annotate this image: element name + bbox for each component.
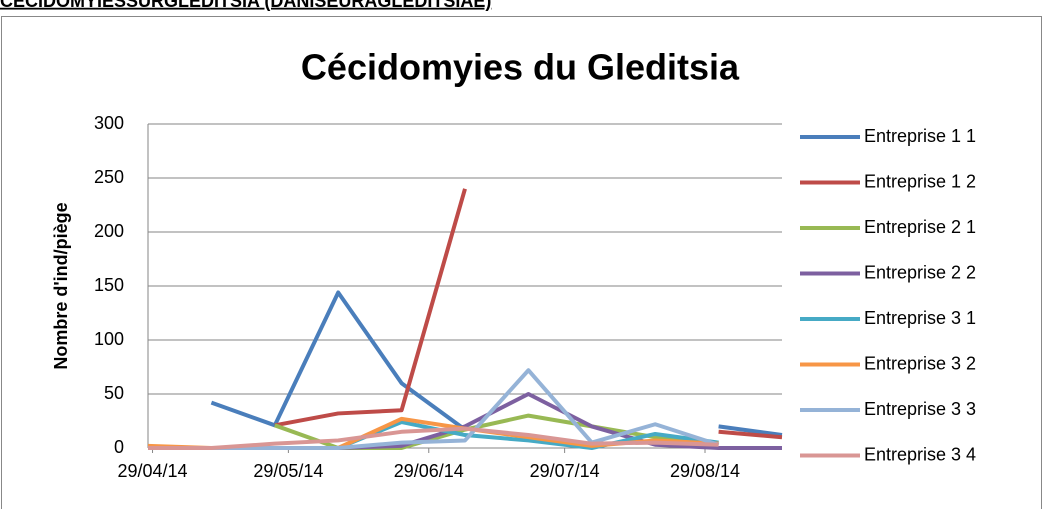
y-tick-label: 200 — [94, 221, 124, 241]
x-tick-label: 29/05/14 — [253, 461, 323, 481]
x-tick-label: 29/08/14 — [670, 461, 740, 481]
legend-label: Entreprise 3 3 — [864, 399, 976, 419]
series-line — [148, 426, 719, 450]
chart-border — [1, 16, 1042, 509]
series-line — [210, 290, 783, 438]
x-tick-label: 29/07/14 — [530, 461, 600, 481]
legend-label: Entreprise 3 4 — [864, 444, 976, 464]
y-tick-label: 250 — [94, 167, 124, 187]
legend-label: Entreprise 2 2 — [864, 262, 976, 282]
page-heading: CÉCIDOMYIESSURGLEDITSIA (DANISEURAGLEDIT… — [0, 0, 491, 11]
y-tick-label: 150 — [94, 275, 124, 295]
chart-title: Cécidomyies du Gleditsia — [301, 47, 740, 88]
legend-label: Entreprise 3 1 — [864, 308, 976, 328]
x-tick-label: 29/04/14 — [117, 461, 187, 481]
legend-label: Entreprise 2 1 — [864, 217, 976, 237]
y-tick-label: 100 — [94, 329, 124, 349]
series-line — [274, 188, 783, 440]
y-tick-label: 0 — [114, 437, 124, 457]
series-line — [337, 420, 719, 450]
legend-label: Entreprise 3 2 — [864, 353, 976, 373]
series-line — [148, 368, 720, 450]
y-axis-label: Nombre d'ind/piège — [51, 202, 71, 369]
x-tick-label: 29/06/14 — [394, 461, 464, 481]
legend-label: Entreprise 1 2 — [864, 171, 976, 191]
legend-label: Entreprise 1 1 — [864, 126, 976, 146]
y-tick-label: 300 — [94, 113, 124, 133]
y-tick-label: 50 — [104, 383, 124, 403]
